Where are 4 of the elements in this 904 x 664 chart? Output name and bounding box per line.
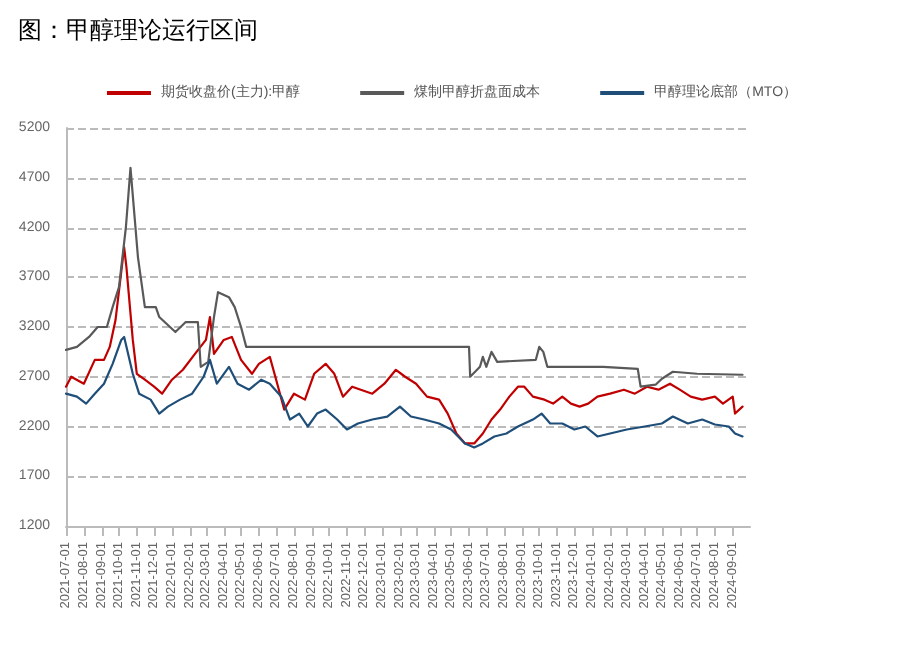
line-series: [64, 246, 744, 445]
chart-title: 图：甲醇理论运行区间: [18, 16, 258, 44]
line-series: [64, 335, 744, 449]
line-series: [64, 166, 744, 388]
